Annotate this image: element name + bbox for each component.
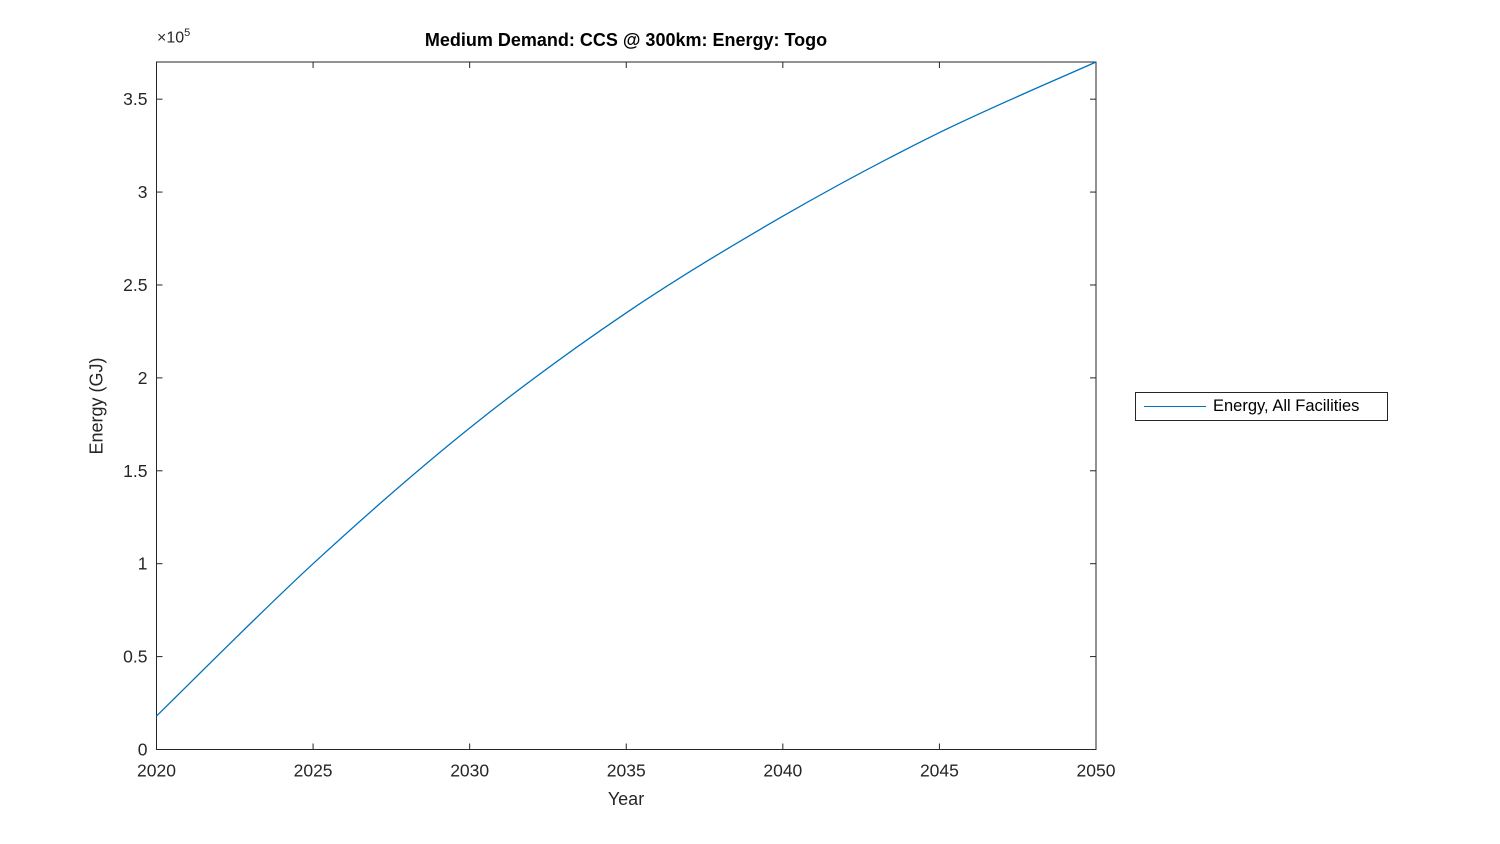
y-tick-label: 3.5	[123, 89, 147, 109]
x-tick-label: 2030	[450, 761, 489, 781]
x-axis-label: Year	[607, 789, 645, 809]
x-tick-label: 2050	[1077, 761, 1116, 781]
x-tick-label: 2045	[920, 761, 959, 781]
y-axis-label: Energy (GJ)	[86, 357, 107, 455]
y-tick-label: 0	[138, 740, 148, 760]
axes-frame	[156, 61, 1097, 750]
legend-label: Energy, All Facilities	[1213, 397, 1360, 415]
y-axis-exponent: ×105	[157, 27, 190, 47]
energy-line	[155, 61, 1097, 717]
legend-line-sample	[1144, 406, 1206, 407]
y-tick-label: 1	[138, 554, 148, 574]
y-tick-label: 1.5	[123, 461, 147, 481]
x-tick-label: 2020	[137, 761, 176, 781]
y-tick-label: 0.5	[123, 647, 147, 667]
x-tick-label: 2035	[607, 761, 646, 781]
legend[interactable]: Energy, All Facilities	[1135, 392, 1388, 421]
chart-title: Medium Demand: CCS @ 300km: Energy: Togo	[424, 30, 828, 50]
y-axis-exponent-power: 5	[184, 27, 191, 39]
y-axis-exponent-base: ×10	[157, 29, 185, 47]
y-tick-label: 2.5	[123, 275, 147, 295]
y-tick-label: 2	[138, 368, 148, 388]
x-tick-label: 2025	[294, 761, 333, 781]
y-tick-label: 3	[138, 182, 148, 202]
x-tick-label: 2040	[763, 761, 802, 781]
